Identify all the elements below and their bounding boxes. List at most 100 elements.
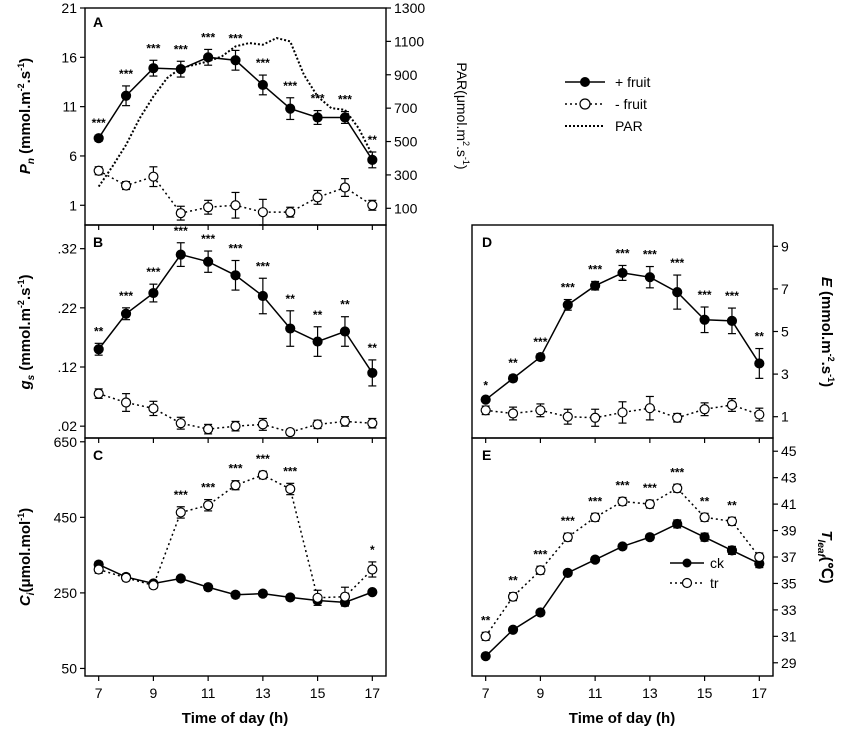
panel-A-label: A — [93, 14, 103, 30]
panel-B-point-open — [230, 421, 241, 432]
panel-E-xtick-label: 7 — [482, 685, 490, 701]
panel-D-significance: *** — [615, 246, 629, 260]
panel-D-ytick-label: 9 — [781, 238, 789, 254]
panel-E-xtick-label: 11 — [588, 685, 603, 701]
panel-B-point-open — [93, 388, 104, 399]
panel-D-point-open — [535, 405, 546, 416]
panel-E-significance: ** — [700, 494, 710, 508]
panel-B-significance: *** — [228, 242, 242, 256]
panel-D-significance: ** — [508, 356, 518, 370]
panel-E-point-open — [480, 631, 491, 642]
panel-A-significance: *** — [201, 30, 215, 44]
panel-C-point-open — [120, 572, 132, 583]
panel-C-point-open — [367, 564, 378, 575]
panel-D-point-open — [507, 408, 519, 419]
legend-fruit-plus-label: + fruit — [615, 74, 651, 90]
panel-A-point-solid — [120, 90, 132, 101]
panel-C-xtick-label: 7 — [95, 685, 103, 701]
panel-C-point-open — [230, 480, 241, 491]
plot-layer: 1611162110030050070090011001300*********… — [54, 0, 797, 701]
panel-A-y2tick-label: 1300 — [394, 0, 425, 16]
panel-B-point-open — [120, 397, 132, 408]
panel-C-point-solid — [285, 592, 296, 603]
panel-D-point-solid — [726, 315, 738, 326]
legend-ck-marker — [682, 558, 692, 568]
panel-C-xtick-label: 17 — [365, 685, 381, 701]
panel-C-point-open — [148, 580, 159, 591]
panel-C-ytick-label: 50 — [61, 660, 77, 676]
panel-C-series-open-line — [98, 474, 373, 599]
panel-A-point-open — [203, 202, 214, 213]
panel-E-point-solid — [480, 651, 491, 662]
panel-C-point-solid — [203, 582, 214, 593]
panel-D-point-open — [699, 404, 710, 415]
panel-A-point-open — [148, 171, 159, 182]
panel-D-ytick-label: 5 — [781, 324, 789, 340]
panel-E-xtick-label: 17 — [752, 685, 768, 701]
panel-B-significance: ** — [94, 324, 104, 338]
panel-A-par-line — [97, 36, 374, 188]
panel-E-significance: ** — [481, 613, 491, 627]
panel-C-point-open — [175, 507, 186, 518]
panel-A-significance: *** — [311, 92, 325, 106]
panel-A-point-solid — [257, 79, 268, 91]
panel-C-point-solid — [367, 587, 378, 598]
panel-C-xtick-label: 15 — [310, 685, 326, 701]
panel-C-label: C — [93, 447, 103, 463]
legend-tr-label: tr — [710, 575, 719, 591]
panel-E-ytick-label: 45 — [781, 443, 797, 459]
panel-A-point-open — [257, 207, 268, 218]
panel-B-ytick-label: .12 — [58, 359, 78, 375]
panel-A-point-open — [339, 182, 351, 193]
panel-B-significance: ** — [313, 308, 323, 322]
legend-tr-marker — [681, 577, 693, 589]
panel-C-point-open — [93, 564, 104, 575]
panel-E-point-open — [507, 591, 519, 602]
panel-E-point-open — [590, 512, 601, 523]
panel-A-point-solid — [285, 103, 296, 114]
panel-E-point-solid — [644, 532, 655, 543]
panel-B-significance: *** — [201, 232, 215, 246]
panel-D-ylabel: E (mmol.m-2.s-1) — [818, 277, 836, 387]
panel-D-point-solid — [507, 373, 519, 384]
panel-C-xtick-label: 13 — [255, 685, 271, 701]
panel-B-point-solid — [367, 367, 378, 379]
panel-E-point-solid — [562, 567, 573, 578]
panel-A-ytick-label: 1 — [69, 197, 77, 213]
panel-A-point-open — [93, 165, 104, 176]
panel-C-point-solid — [230, 589, 241, 600]
panel-C-significance: *** — [174, 488, 188, 502]
panel-E-point-solid — [590, 554, 601, 565]
panel-A-y2tick-label: 300 — [394, 167, 418, 183]
legend-top: + fruit - fruit PAR — [565, 74, 651, 134]
panel-D-point-solid — [562, 299, 573, 310]
panel-A-point-open — [230, 200, 241, 211]
panel-D-point-open — [617, 407, 628, 418]
panel-A-point-open — [312, 192, 323, 203]
panel-A-significance: *** — [228, 31, 242, 45]
panel-E-label: E — [482, 447, 491, 463]
legend-fruit-minus-label: - fruit — [615, 96, 647, 112]
panel-B-point-solid — [203, 256, 214, 267]
panel-B-significance: ** — [368, 341, 378, 355]
panel-C-significance: *** — [201, 481, 215, 495]
panel-D-point-open — [562, 411, 573, 422]
panel-E-significance: ** — [508, 574, 518, 588]
panel-A-point-open — [285, 207, 296, 218]
panel-B-point-open — [339, 416, 351, 427]
panel-C-point-open — [257, 469, 268, 481]
panel-B-point-solid — [339, 326, 351, 337]
panel-D-point-open — [644, 403, 655, 414]
panel-B-ylabel: gs (mmol.m-2.s-1) — [16, 275, 37, 391]
panel-E-point-open — [672, 483, 683, 494]
panel-A-significance: *** — [283, 79, 297, 93]
panel-B-point-open — [285, 426, 296, 438]
panel-A-point-solid — [148, 63, 159, 74]
panel-E-significance: *** — [533, 547, 547, 561]
panel-C-significance: *** — [283, 464, 297, 478]
panel-B-point-solid — [312, 336, 323, 347]
panel-D-point-solid — [644, 272, 655, 283]
panel-B-point-open — [367, 418, 378, 429]
panel-A-significance: *** — [256, 56, 270, 70]
